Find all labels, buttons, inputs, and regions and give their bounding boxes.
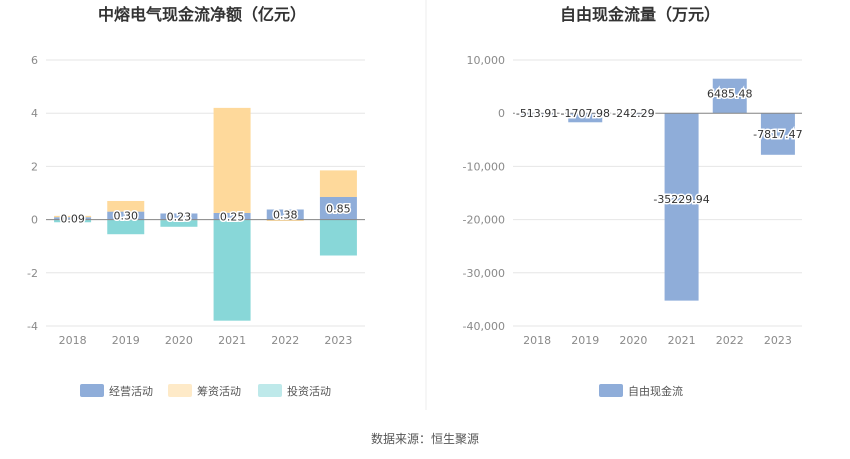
x-tick-label: 2019 <box>112 334 140 347</box>
bar-经营活动-2019[interactable] <box>107 211 145 220</box>
y-tick-label: -30,000 <box>463 267 505 280</box>
legend-label: 经营活动 <box>109 384 153 398</box>
y-tick-label: 4 <box>31 107 38 120</box>
x-tick-label: 2022 <box>716 334 744 347</box>
data-label: -7817.47 <box>753 128 802 141</box>
x-tick-label: 2019 <box>571 334 599 347</box>
data-label: 0.38 <box>273 209 298 222</box>
data-label: 6485.48 <box>707 88 753 101</box>
bar-筹资活动-2018[interactable] <box>54 215 92 218</box>
bar-自由现金流-2019[interactable] <box>568 113 603 123</box>
bar-经营活动-2021[interactable] <box>213 212 251 220</box>
x-tick-label: 2018 <box>59 334 87 347</box>
legend[interactable]: 自由现金流 <box>599 384 683 398</box>
bars <box>54 107 357 321</box>
x-tick-label: 2021 <box>668 334 696 347</box>
x-tick-label: 2020 <box>165 334 193 347</box>
legend-item-自由现金流[interactable]: 自由现金流 <box>599 384 683 398</box>
y-tick-label: -10,000 <box>463 160 505 173</box>
data-labels: -513.91 -1707.98 -242.29 -35229.94 6485.48 -7… <box>514 86 804 207</box>
bars <box>520 78 795 301</box>
bar-自由现金流-2021[interactable] <box>664 113 699 301</box>
x-tick-label: 2020 <box>619 334 647 347</box>
chart-title: 自由现金流量（万元） <box>560 5 720 24</box>
bar-自由现金流-2022[interactable] <box>712 78 747 114</box>
source-note: 数据来源：恒生聚源 <box>371 431 479 446</box>
bar-自由现金流-2020[interactable] <box>616 113 651 115</box>
bar-经营活动-2018[interactable] <box>54 217 92 220</box>
bar-经营活动-2023[interactable] <box>319 196 357 220</box>
cashflow-chart: 中熔电气现金流净额（亿元） 6 4 2 0 -2 -4 2018 2019 2020 2021 20… <box>27 5 365 398</box>
legend-item-筹资活动[interactable]: 筹资活动 <box>168 384 241 398</box>
y-tick-label: -4 <box>27 320 38 333</box>
legend-swatch <box>258 384 282 397</box>
grid <box>46 59 365 327</box>
legend-swatch <box>599 384 623 397</box>
y-tick-label: 0 <box>31 214 38 227</box>
free-cashflow-chart: 自由现金流量（万元） 10,000 0 -10,000 -20,000 -30,000 -… <box>463 5 805 398</box>
legend-swatch <box>168 384 192 397</box>
legend-label: 投资活动 <box>287 384 331 398</box>
data-label: -35229.94 <box>653 193 709 206</box>
y-tick-label: -40,000 <box>463 320 505 333</box>
legend-item-投资活动[interactable]: 投资活动 <box>258 384 331 398</box>
legend-item-经营活动[interactable]: 经营活动 <box>80 384 153 398</box>
chart-title: 中熔电气现金流净额（亿元） <box>98 5 306 24</box>
bar-筹资活动-2023[interactable] <box>319 170 357 197</box>
x-tick-label: 2018 <box>523 334 551 347</box>
bar-筹资活动-2019[interactable] <box>107 200 145 212</box>
legend-swatch <box>80 384 104 397</box>
legend[interactable]: 经营活动 筹资活动 投资活动 <box>80 384 331 398</box>
data-label: -1707.98 <box>561 107 610 120</box>
axes: 6 4 2 0 -2 -4 2018 2019 2020 2021 2022 2023 <box>27 54 365 347</box>
bar-筹资活动-2021[interactable] <box>213 107 251 213</box>
bar-经营活动-2022[interactable] <box>266 209 304 220</box>
legend-label: 筹资活动 <box>197 384 241 398</box>
bar-投资活动-2018[interactable] <box>54 219 92 223</box>
bar-经营活动-2020[interactable] <box>160 213 198 220</box>
x-tick-label: 2023 <box>764 334 792 347</box>
y-tick-label: 6 <box>31 54 38 67</box>
axes: 10,000 0 -10,000 -20,000 -30,000 -40,000 2018 2… <box>463 54 802 347</box>
legend-label: 自由现金流 <box>628 384 683 398</box>
x-tick-label: 2022 <box>271 334 299 347</box>
x-tick-label: 2021 <box>218 334 246 347</box>
bar-投资活动-2020[interactable] <box>160 220 198 227</box>
data-label: 0.85 <box>326 202 351 215</box>
data-label: -513.91 <box>516 107 558 120</box>
x-tick-label: 2023 <box>324 334 352 347</box>
y-tick-label: 2 <box>31 160 38 173</box>
bar-自由现金流-2023[interactable] <box>760 113 795 155</box>
data-label: 0.25 <box>220 210 245 223</box>
bar-投资活动-2023[interactable] <box>319 219 357 256</box>
bar-投资活动-2019[interactable] <box>107 219 145 235</box>
y-tick-label: 10,000 <box>467 54 506 67</box>
data-label: -242.29 <box>612 107 654 120</box>
bar-投资活动-2021[interactable] <box>213 219 251 321</box>
y-tick-label: 0 <box>498 107 505 120</box>
bar-自由现金流-2018[interactable] <box>520 113 555 116</box>
y-tick-label: -2 <box>27 267 38 280</box>
data-label: 0.30 <box>114 210 139 223</box>
data-labels: 0.09 0.30 0.23 0.25 0.38 0.85 <box>59 201 352 227</box>
y-tick-label: -20,000 <box>463 214 505 227</box>
bar-筹资活动-2022[interactable] <box>266 219 304 221</box>
data-label: 0.09 <box>60 212 85 225</box>
data-label: 0.23 <box>167 211 192 224</box>
